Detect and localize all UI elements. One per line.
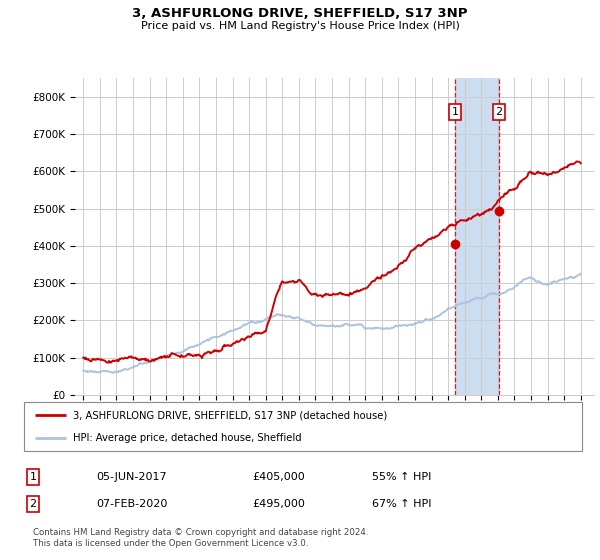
Text: £495,000: £495,000 [252,499,305,509]
Text: 2: 2 [496,107,503,117]
Text: 67% ↑ HPI: 67% ↑ HPI [372,499,431,509]
Text: 2: 2 [29,499,37,509]
Text: 3, ASHFURLONG DRIVE, SHEFFIELD, S17 3NP: 3, ASHFURLONG DRIVE, SHEFFIELD, S17 3NP [132,7,468,20]
Text: 3, ASHFURLONG DRIVE, SHEFFIELD, S17 3NP (detached house): 3, ASHFURLONG DRIVE, SHEFFIELD, S17 3NP … [73,410,387,421]
Text: Price paid vs. HM Land Registry's House Price Index (HPI): Price paid vs. HM Land Registry's House … [140,21,460,31]
Text: 1: 1 [29,472,37,482]
FancyBboxPatch shape [24,402,582,451]
Text: 07-FEB-2020: 07-FEB-2020 [96,499,167,509]
Text: Contains HM Land Registry data © Crown copyright and database right 2024.: Contains HM Land Registry data © Crown c… [33,528,368,536]
Bar [455,78,499,395]
Text: This data is licensed under the Open Government Licence v3.0.: This data is licensed under the Open Gov… [33,539,308,548]
Text: 05-JUN-2017: 05-JUN-2017 [96,472,167,482]
Text: 55% ↑ HPI: 55% ↑ HPI [372,472,431,482]
Text: £405,000: £405,000 [252,472,305,482]
Text: HPI: Average price, detached house, Sheffield: HPI: Average price, detached house, Shef… [73,433,301,444]
Text: 1: 1 [452,107,458,117]
